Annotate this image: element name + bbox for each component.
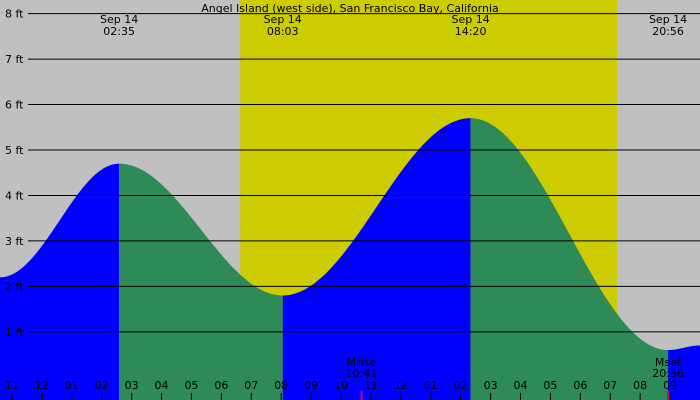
chart-title: Angel Island (west side), San Francisco … xyxy=(201,2,499,15)
extremum-date-label: Sep 14 xyxy=(452,13,490,26)
y-tick-label: 2 ft xyxy=(5,280,24,293)
hour-tick-label: 08 xyxy=(633,379,647,392)
hour-tick-label: 06 xyxy=(573,379,587,392)
rising-tide-area xyxy=(668,345,700,400)
hour-tick-label: 02 xyxy=(454,379,468,392)
hour-tick-label: 12 xyxy=(35,379,49,392)
hour-tick-label: 03 xyxy=(484,379,498,392)
extremum-time-label: 08:03 xyxy=(267,25,299,38)
hour-tick-layer: 11 12 01 02 03 04 05 06 07 08 09 10 11 12 01 02 03 04 05 06… xyxy=(5,379,677,400)
hour-tick-label: 05 xyxy=(184,379,198,392)
hour-tick-label: 07 xyxy=(244,379,258,392)
moon-event-label: Mset xyxy=(655,356,682,369)
y-tick-label: 3 ft xyxy=(5,235,24,248)
hour-tick-label: 07 xyxy=(603,379,617,392)
extremum-time-label: 20:56 xyxy=(652,25,684,38)
hour-tick-label: 03 xyxy=(125,379,139,392)
hour-tick-label: 04 xyxy=(155,379,169,392)
hour-tick-label: 05 xyxy=(543,379,557,392)
y-tick-label: 1 ft xyxy=(5,326,24,339)
gridline-layer xyxy=(28,13,700,333)
hour-tick-label: 02 xyxy=(95,379,109,392)
rising-tide-area xyxy=(0,163,120,400)
y-tick-label: 5 ft xyxy=(5,144,24,157)
hour-tick-label: 06 xyxy=(214,379,228,392)
moon-event-time: 10:41 xyxy=(346,367,378,380)
y-tick-label: 8 ft xyxy=(5,8,24,21)
falling-tide-area xyxy=(119,163,283,400)
tide-area-layer xyxy=(0,118,700,400)
hour-tick-label: 04 xyxy=(514,379,528,392)
hour-tick-label: 11 xyxy=(364,379,378,392)
moon-event-label: Mrise xyxy=(347,356,377,369)
y-tick-label: 6 ft xyxy=(5,99,24,112)
hour-tick-label: 01 xyxy=(424,379,438,392)
extremum-time-label: 14:20 xyxy=(455,25,487,38)
y-tick-label: 7 ft xyxy=(5,53,24,66)
hour-tick-label: 12 xyxy=(394,379,408,392)
extremum-date-label: Sep 14 xyxy=(100,13,138,26)
y-tick-label: 4 ft xyxy=(5,189,24,202)
hour-tick-label: 08 xyxy=(274,379,288,392)
hour-tick-label: 01 xyxy=(65,379,79,392)
hour-tick-label: 10 xyxy=(334,379,348,392)
rising-tide-area xyxy=(282,118,471,400)
falling-tide-area xyxy=(470,118,669,400)
extremum-time-label: 02:35 xyxy=(103,25,135,38)
y-tick-label-layer: 1 ft 2 ft 3 ft 4 ft 5 ft 6 ft 7 ft 8 ft xyxy=(5,8,24,339)
extremum-date-label: Sep 14 xyxy=(264,13,302,26)
extremum-date-label: Sep 14 xyxy=(649,13,687,26)
moon-event-time: 20:56 xyxy=(652,367,684,380)
hour-tick-label: 09 xyxy=(304,379,318,392)
hour-tick-label: 11 xyxy=(5,379,19,392)
hour-tick-label: 09 xyxy=(663,379,677,392)
